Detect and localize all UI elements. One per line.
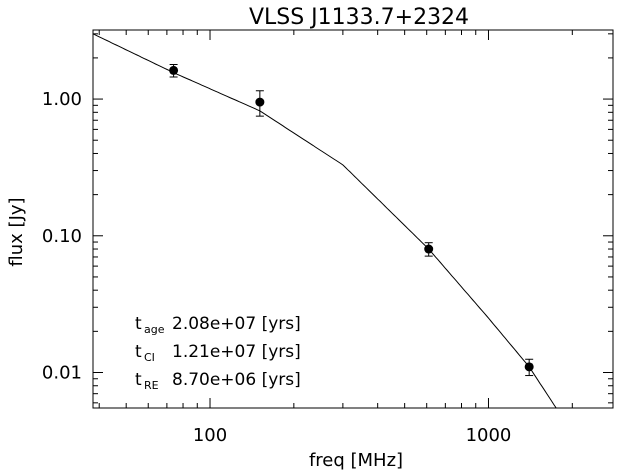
data-point bbox=[169, 65, 179, 75]
chart-title: VLSS J1133.7+2324 bbox=[249, 5, 469, 30]
annotation-symbol: t bbox=[135, 314, 142, 334]
plot-frame bbox=[92, 29, 614, 409]
annotation-subscript: RE bbox=[144, 379, 159, 392]
x-tick-label: 1000 bbox=[466, 425, 512, 446]
data-points bbox=[169, 63, 534, 377]
data-point bbox=[424, 244, 434, 254]
data-point bbox=[255, 97, 265, 107]
data-point bbox=[524, 362, 534, 372]
annotation-symbol: t bbox=[135, 342, 142, 362]
x-tick-label: 100 bbox=[193, 425, 227, 446]
fit-curve bbox=[92, 33, 557, 409]
annotation-value: 1.21e+07 [yrs] bbox=[172, 342, 301, 362]
y-axis-ticks: 0.01 0.10 1.00 bbox=[42, 33, 613, 404]
annotation-value: 2.08e+07 [yrs] bbox=[172, 314, 301, 334]
y-tick-label: 0.10 bbox=[42, 226, 82, 247]
annotation-subscript: age bbox=[144, 323, 165, 336]
x-axis-ticks: 100 1000 bbox=[98, 30, 573, 446]
y-tick-label: 0.01 bbox=[42, 363, 82, 384]
annotation-value: 8.70e+06 [yrs] bbox=[172, 370, 301, 390]
annotation-symbol: t bbox=[135, 370, 142, 390]
y-axis-label: flux [Jy] bbox=[6, 197, 27, 266]
annotations: t age 2.08e+07 [yrs]t CI 1.21e+07 [yrs]t RE 8.… bbox=[135, 314, 301, 392]
annotation-subscript: CI bbox=[144, 351, 155, 364]
x-axis-label: freq [MHz] bbox=[309, 450, 403, 471]
y-tick-label: 1.00 bbox=[42, 89, 82, 110]
